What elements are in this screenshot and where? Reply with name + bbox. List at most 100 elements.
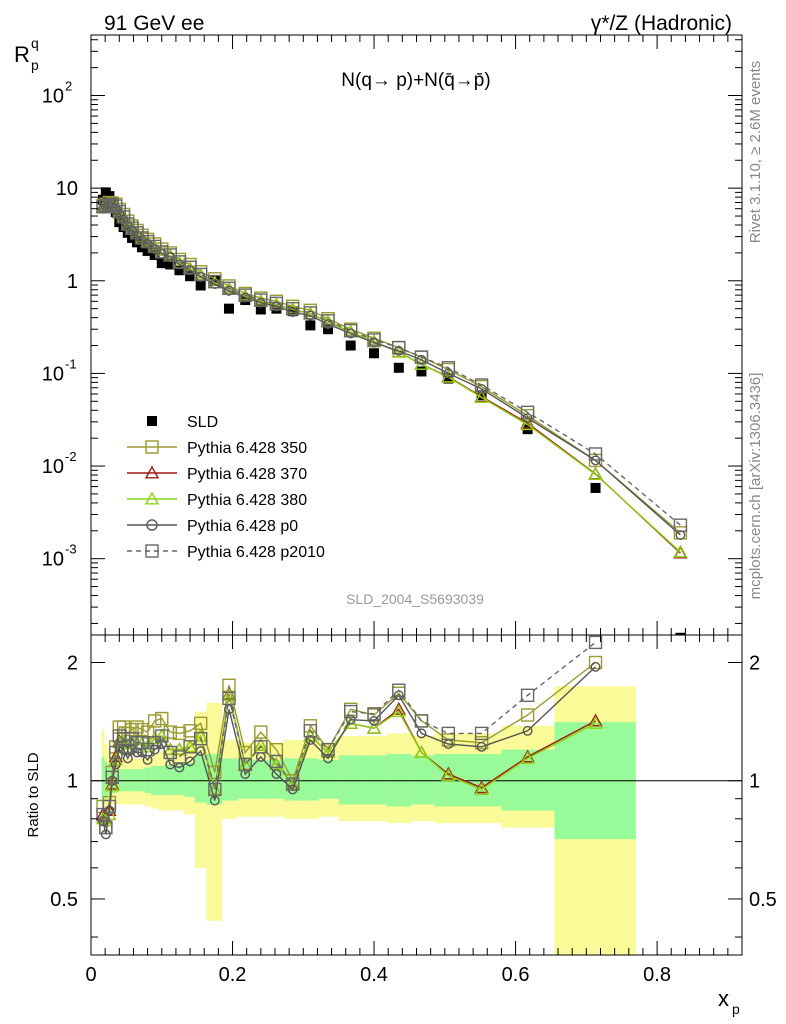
ratio-point-s4-17 <box>193 731 208 746</box>
ratio-y-axis-title: Ratio to SLD <box>25 752 42 837</box>
legend-marker <box>145 544 159 558</box>
ratio-point-s4-8 <box>125 731 139 746</box>
ratio-point-s4-14 <box>163 745 177 760</box>
analysis-label: SLD_2004_S5693039 <box>346 591 484 607</box>
main-series-line-5 <box>102 203 681 526</box>
main-point-s4-28 <box>393 345 404 356</box>
ratio-point-s2-30 <box>441 768 456 782</box>
rivet-version-label: Rivet 3.1.10, ≥ 2.6M events <box>747 61 764 244</box>
main-point-s4-22 <box>271 301 282 312</box>
legend-marker <box>145 440 159 454</box>
main-point-s5-22 <box>269 296 284 311</box>
ratio-point-s3-26 <box>345 714 356 725</box>
main-point-s5-17 <box>193 267 208 282</box>
rivet-label-group: Rivet 3.1.10, ≥ 2.6M events <box>747 61 764 244</box>
main-point-s0-12 <box>149 249 160 260</box>
main-point-s5-7 <box>121 217 135 231</box>
main-point-s5-8 <box>125 221 139 235</box>
ratio-point-s2-13 <box>154 728 169 742</box>
ratio-point-s3-31 <box>476 741 487 752</box>
legend-entry-1: Pythia 6.428 350 <box>127 440 307 457</box>
main-point-s5-13 <box>155 245 169 259</box>
ratio-point-s0-16 <box>183 724 197 738</box>
main-point-s5-31 <box>474 378 489 392</box>
ratio-point-s4-11 <box>140 742 155 757</box>
main-point-s0-24 <box>305 320 316 331</box>
ratio-x-ticks: 0 0.2 0.4 0.6 0.8 <box>85 635 729 986</box>
ratio-point-s4-20 <box>238 757 252 772</box>
legend-marker <box>147 416 157 426</box>
inner-band-bin <box>338 755 364 805</box>
header-left: 91 GeV ee <box>104 12 204 35</box>
x-axis-title-sub: p <box>732 1001 740 1017</box>
main-point-s0-21 <box>255 304 266 315</box>
main-point-s4-29 <box>416 354 427 365</box>
ratio-ytick-label-right: 2 <box>749 653 760 675</box>
legend-label: Pythia 6.428 350 <box>187 440 307 457</box>
ratio-point-s2-31 <box>474 782 489 795</box>
ratio-point-s3-22 <box>271 769 282 779</box>
ratio-point-s3-13 <box>156 739 167 749</box>
main-ytick-label: 10 <box>42 86 64 108</box>
main-point-s0-17 <box>195 280 206 291</box>
ratio-point-s4-23 <box>285 777 300 791</box>
main-point-s3-34 <box>673 544 688 558</box>
inner-band-bin <box>318 759 339 799</box>
main-point-s0-18 <box>209 275 220 286</box>
main-point-s5-29 <box>414 350 429 364</box>
main-point-s0-22 <box>271 303 282 314</box>
main-point-s4-23 <box>287 307 298 317</box>
ratio-point-s1-28 <box>391 701 406 715</box>
ratio-point-s3-32 <box>522 725 533 736</box>
mcplots-label: mcplots.cern.ch [arXiv:1306.3436] <box>747 373 764 600</box>
main-point-s0-14 <box>165 259 176 270</box>
legend-label: Pythia 6.428 p2010 <box>187 544 325 561</box>
ratio-ytick-label-right: 1 <box>749 771 760 793</box>
main-point-s5-20 <box>238 288 252 302</box>
ratio-point-s0-13 <box>155 711 169 726</box>
main-point-s5-14 <box>163 248 177 262</box>
ratio-point-s0-31 <box>474 735 489 750</box>
ratio-point-s0-19 <box>222 678 236 692</box>
main-point-s5-32 <box>520 405 535 420</box>
y-axis-title-sup: q <box>31 35 39 51</box>
inner-band-bin <box>253 759 269 799</box>
legend-label: Pythia 6.428 380 <box>187 492 307 509</box>
main-ytick-label: 10 <box>56 178 78 200</box>
main-point-s3-33 <box>588 467 603 481</box>
ratio-y-ticks: 0.5 0.5 1 1 2 2 <box>50 653 777 938</box>
ratio-point-s2-3 <box>105 778 120 792</box>
ratio-point-s4-13 <box>155 729 169 743</box>
ratio-point-s4-24 <box>303 724 318 738</box>
main-point-s0-16 <box>185 271 196 282</box>
ratio-point-s4-27 <box>367 707 381 721</box>
main-point-s4-27 <box>369 337 379 348</box>
main-title: N(q→ p)+N(q̄→p̄) <box>341 70 490 91</box>
main-point-s0-11 <box>142 245 153 256</box>
ratio-point-s0-33 <box>588 655 603 670</box>
main-ytick-exponent: -3 <box>65 542 77 557</box>
ratio-point-s2-14 <box>163 742 178 756</box>
ratio-point-s3-4 <box>110 759 121 770</box>
ratio-ytick-label-left: 0.5 <box>50 889 78 911</box>
main-point-s0-26 <box>345 340 356 351</box>
inner-band-bin <box>363 755 387 805</box>
ratio-point-s0-32 <box>520 708 535 722</box>
main-ytick-label: 1 <box>67 271 78 293</box>
main-ytick-label: 10 <box>42 549 64 571</box>
main-point-s3-32 <box>520 417 535 431</box>
y-axis-title-sub: p <box>31 57 39 73</box>
main-point-s3-31 <box>474 390 489 403</box>
main-point-s5-24 <box>303 306 318 320</box>
legend: SLD Pythia 6.428 350 Pythia 6.428 370 Pythi… <box>127 414 325 561</box>
inner-band-bin <box>195 755 207 803</box>
ratio-plot-area <box>91 635 742 955</box>
ratio-point-s2-27 <box>366 720 382 734</box>
main-point-s5-6 <box>116 210 131 224</box>
main-series-2 <box>95 197 688 559</box>
main-point-s5-30 <box>441 361 456 375</box>
main-ytick-exponent: -1 <box>65 356 77 371</box>
ratio-point-s3-12 <box>149 744 160 755</box>
ratio-point-s0-15 <box>172 726 187 741</box>
